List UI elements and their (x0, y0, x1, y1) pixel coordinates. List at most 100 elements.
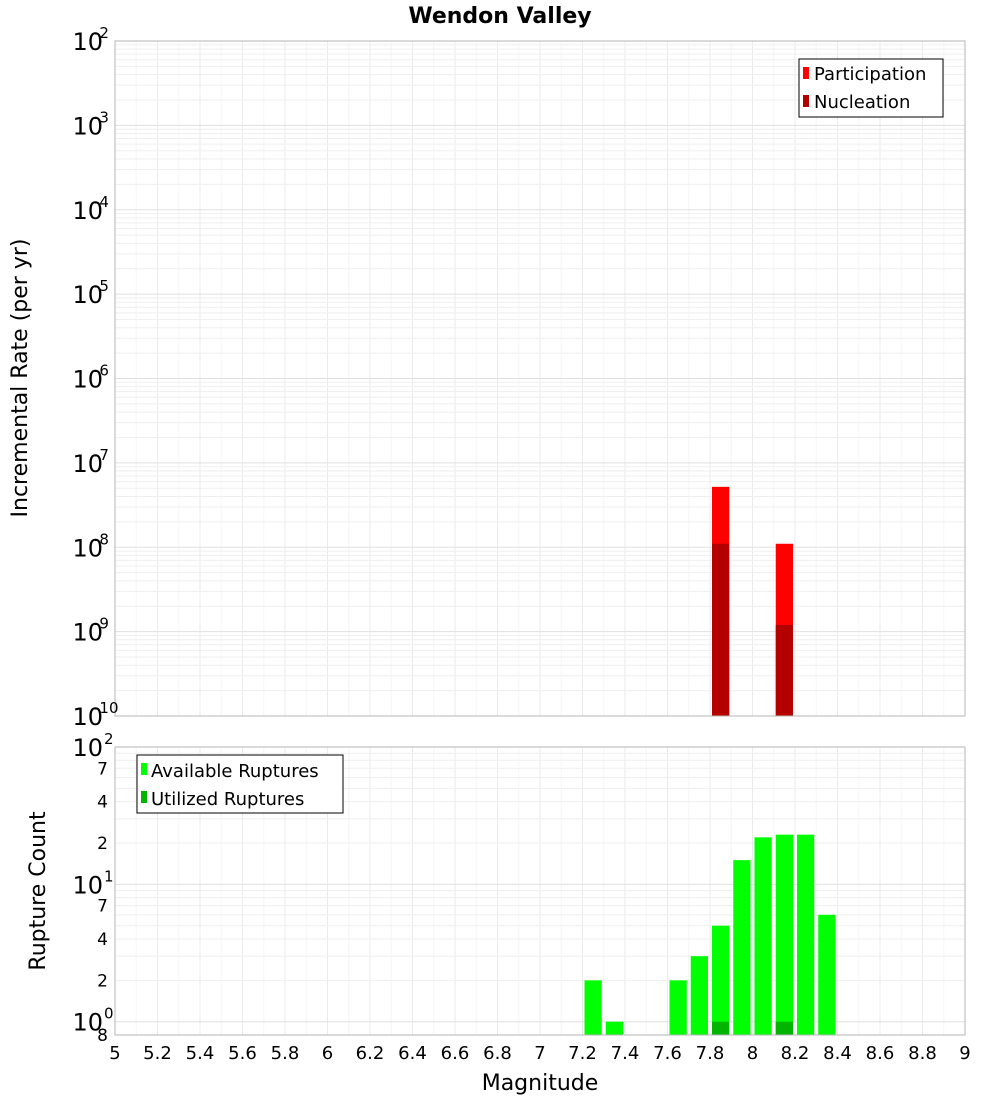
tick-exponent: 2 (104, 730, 114, 748)
top-legend-box (798, 58, 944, 118)
legend-label-utilized: Utilized Ruptures (151, 789, 304, 810)
x-tick-label: 8.4 (823, 1043, 852, 1064)
x-tick-label: 6.8 (483, 1043, 512, 1064)
tick-base: 10 (72, 112, 103, 140)
bottom-bar-available-ruptures (605, 1021, 623, 1035)
tick-exponent: -9 (94, 615, 109, 633)
top-y-tick-label: 10-4 (72, 193, 109, 225)
bottom-y-tick-label: 10 2 (72, 730, 113, 762)
legend-swatch-nucleation (803, 95, 809, 107)
x-tick-label: 7.2 (568, 1043, 597, 1064)
tick-exponent: -10 (94, 699, 119, 717)
tick-minor: 4 (97, 793, 108, 813)
tick-minor: 2 (97, 971, 108, 991)
legend-label-participation: Participation (814, 64, 926, 85)
bottom-bar-available-ruptures (669, 980, 687, 1035)
bottom-y-tick-label: 2 (97, 971, 108, 991)
x-tick-label: 5.2 (143, 1043, 172, 1064)
bottom-y-tick-label: 4 (97, 793, 108, 813)
tick-base: 10 (72, 619, 103, 647)
chart-title: Wendon Valley (408, 4, 591, 29)
tick-exponent: -6 (94, 362, 109, 380)
top-y-tick-label: 10-6 (72, 362, 109, 394)
tick-exponent: -3 (94, 108, 109, 126)
x-ticks: 5 5.2 5.4 5.6 5.8 6 6.2 6.4 6.6 6.8 7 7.2 7.4 7.6 7.8 8… (109, 1043, 970, 1064)
tick-minor: 4 (97, 930, 108, 950)
x-tick-label: 7.8 (696, 1043, 725, 1064)
top-y-tick-label: 10-2 (72, 24, 109, 56)
top-grid (114, 41, 966, 717)
top-bar-nucleation (712, 543, 730, 716)
bottom-bar-available-ruptures (797, 834, 815, 1035)
x-tick-label: 5.8 (271, 1043, 300, 1064)
bottom-y-tick-label: 2 (97, 834, 108, 854)
tick-exponent: -5 (94, 277, 109, 295)
top-y-tick-label: 10-8 (72, 530, 109, 562)
x-tick-label: 7.6 (653, 1043, 682, 1064)
tick-minor: 7 (97, 759, 108, 779)
bottom-bar-available-ruptures (690, 956, 708, 1035)
legend-swatch-participation (803, 67, 809, 79)
top-y-tick-label: 10-10 (72, 699, 118, 731)
tick-exponent: -8 (94, 530, 109, 548)
x-tick-label: 5 (109, 1043, 120, 1064)
bottom-bar-utilized-ruptures (712, 1021, 730, 1035)
bottom-y-tick-label: 8 (97, 1026, 108, 1046)
bottom-bar-utilized-ruptures (775, 1021, 793, 1035)
bottom-y-axis-label: Rupture Count (26, 811, 51, 971)
tick-exponent: -4 (94, 193, 109, 211)
tick-base: 10 (72, 1009, 103, 1037)
bottom-legend: Available Ruptures Utilized Ruptures (136, 754, 344, 814)
tick-base: 10 (72, 366, 103, 394)
top-bar-nucleation (775, 624, 793, 716)
bottom-bar-available-ruptures (775, 834, 793, 1035)
x-axis-label: Magnitude (482, 1071, 599, 1096)
tick-base: 10 (72, 197, 103, 225)
legend-swatch-available (141, 763, 147, 775)
bottom-bars (584, 834, 836, 1035)
tick-base: 10 (72, 703, 103, 731)
tick-base: 10 (72, 28, 103, 56)
top-y-axis-label: Incremental Rate (per yr) (8, 239, 33, 518)
x-tick-label: 6.2 (356, 1043, 385, 1064)
x-tick-label: 7 (534, 1043, 545, 1064)
bottom-bar-available-ruptures (712, 925, 730, 1035)
top-y-tick-label: 10-9 (72, 615, 109, 647)
bottom-y-tick-label: 10 0 (72, 1005, 113, 1037)
legend-swatch-utilized (141, 791, 147, 803)
tick-base: 10 (72, 871, 103, 899)
bottom-bar-available-ruptures (818, 914, 836, 1035)
x-tick-label: 6 (322, 1043, 333, 1064)
x-tick-label: 6.4 (398, 1043, 427, 1064)
x-tick-label: 5.6 (228, 1043, 257, 1064)
tick-exponent: 1 (104, 867, 114, 885)
tick-base: 10 (72, 734, 103, 762)
top-bars (712, 486, 793, 716)
x-tick-label: 7.4 (611, 1043, 640, 1064)
bottom-legend-box (136, 754, 344, 814)
top-plot-frame (114, 40, 966, 717)
x-tick-label: 6.6 (441, 1043, 470, 1064)
bottom-bar-available-ruptures (754, 837, 772, 1035)
tick-minor: 8 (97, 1026, 108, 1046)
tick-minor: 7 (97, 897, 108, 917)
top-legend: Participation Nucleation (798, 58, 944, 118)
tick-exponent: 0 (104, 1005, 114, 1023)
tick-minor: 2 (97, 834, 108, 854)
legend-label-nucleation: Nucleation (814, 92, 910, 113)
tick-base: 10 (72, 534, 103, 562)
bottom-y-tick-label: 7 (97, 759, 108, 779)
top-y-tick-label: 10-3 (72, 108, 109, 140)
tick-base: 10 (72, 281, 103, 309)
tick-exponent: -2 (94, 24, 109, 42)
legend-label-available: Available Ruptures (151, 761, 319, 782)
tick-base: 10 (72, 450, 103, 478)
bottom-y-tick-label: 4 (97, 930, 108, 950)
tick-exponent: -7 (94, 446, 109, 464)
x-tick-label: 8.6 (866, 1043, 895, 1064)
x-tick-label: 8 (747, 1043, 758, 1064)
x-tick-label: 5.4 (186, 1043, 215, 1064)
